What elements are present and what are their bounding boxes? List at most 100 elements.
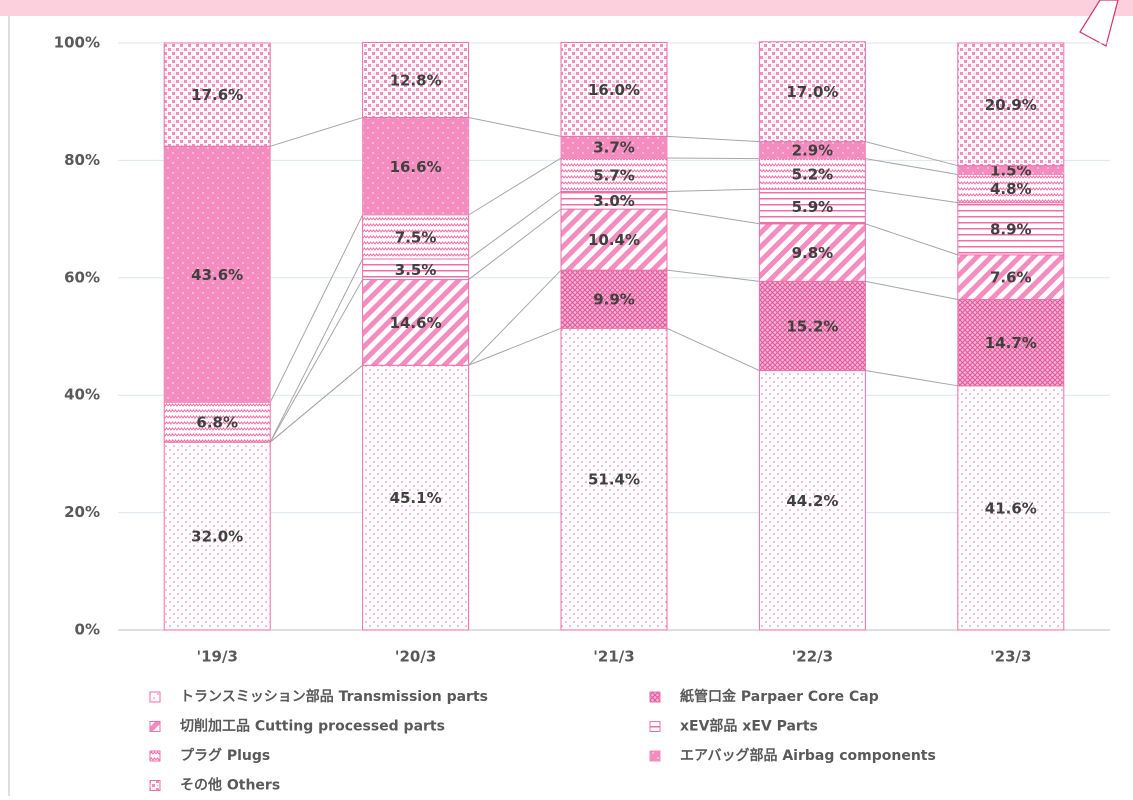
- x-tick-label: '22/3: [792, 648, 833, 666]
- legend-label: トランスミッション部品 Transmission parts: [180, 688, 488, 705]
- y-tick-label: 0%: [75, 621, 100, 639]
- y-tick-label: 60%: [64, 268, 100, 286]
- connector-line: [666, 188, 760, 193]
- value-label: 14.7%: [985, 334, 1037, 352]
- connector-line: [269, 364, 363, 443]
- x-tick-label: '21/3: [593, 648, 634, 666]
- bar-segment: [957, 254, 1065, 301]
- value-label: 43.6%: [191, 266, 243, 284]
- value-label: 4.8%: [990, 180, 1032, 198]
- value-label: 3.7%: [593, 139, 635, 157]
- bar-segment: [560, 269, 668, 329]
- connector-line: [666, 157, 760, 160]
- value-label: 2.9%: [792, 142, 834, 160]
- connector-line: [269, 258, 364, 443]
- arrow-decoration: [1079, 0, 1119, 47]
- bar-segment: [560, 41, 668, 137]
- connector-line: [468, 191, 562, 260]
- bar-segment: [758, 188, 866, 225]
- value-label: 44.2%: [786, 492, 838, 510]
- value-label: 16.0%: [588, 81, 640, 99]
- bar-segment: [362, 364, 470, 631]
- legend-swatch: [649, 750, 661, 762]
- value-label: 3.0%: [593, 192, 635, 210]
- connector-line: [468, 269, 562, 366]
- bar-segment: [362, 117, 470, 216]
- x-tick-label: '19/3: [197, 648, 238, 666]
- connector-line: [270, 117, 363, 147]
- value-label: 51.4%: [588, 471, 640, 489]
- bar-segment: [560, 327, 668, 631]
- value-label: 41.6%: [985, 499, 1037, 517]
- legend-swatch: [149, 750, 161, 762]
- value-label: 15.2%: [786, 317, 838, 335]
- y-tick-label: 20%: [64, 503, 100, 521]
- x-tick-label: '20/3: [395, 648, 436, 666]
- legend-swatch: [149, 780, 161, 791]
- value-label: 5.7%: [593, 166, 635, 184]
- value-label: 8.9%: [990, 220, 1032, 238]
- value-label: 5.9%: [792, 198, 834, 216]
- connector-line: [865, 141, 958, 167]
- connector-line: [865, 280, 958, 301]
- connector-line: [666, 208, 760, 225]
- bar-segment: [758, 158, 866, 190]
- bar-segment: [163, 42, 271, 147]
- legend-swatch: [649, 721, 661, 732]
- value-label: 12.8%: [390, 71, 442, 89]
- value-label: 17.6%: [191, 86, 243, 104]
- connector-line: [666, 269, 760, 282]
- value-label: 6.8%: [196, 414, 238, 432]
- value-label: 9.9%: [593, 291, 635, 309]
- legend-label: 紙管口金 Parpaer Core Cap: [680, 688, 879, 705]
- connector-line: [468, 327, 562, 366]
- legend-swatch: [649, 691, 661, 703]
- connector-line: [865, 188, 958, 204]
- value-label: 3.5%: [395, 261, 437, 279]
- y-tick-label: 80%: [64, 151, 100, 169]
- value-label: 45.1%: [390, 489, 442, 507]
- bar-segment: [957, 299, 1065, 387]
- bar-segment: [957, 173, 1065, 204]
- connector-line: [468, 208, 562, 280]
- connector-line: [468, 157, 562, 216]
- bar-segment: [362, 41, 470, 119]
- legend-swatch: [149, 721, 161, 732]
- bar-segment: [163, 401, 271, 443]
- value-label: 5.2%: [792, 165, 834, 183]
- legend-swatch: [149, 691, 161, 703]
- value-label: 20.9%: [985, 96, 1037, 114]
- value-label: 17.0%: [786, 83, 838, 101]
- bar-segment: [163, 441, 271, 631]
- bar-segment: [163, 145, 271, 403]
- connector-line: [666, 327, 760, 372]
- bar-segment: [560, 157, 668, 193]
- bar-segment: [758, 370, 866, 631]
- value-label: 7.5%: [395, 229, 437, 247]
- bar-segment: [560, 208, 668, 271]
- connector-line: [269, 214, 364, 403]
- connector-line: [865, 370, 958, 387]
- legend-label: プラグ Plugs: [180, 747, 270, 764]
- connector-line: [468, 117, 562, 137]
- legend-label: xEV部品 xEV Parts: [680, 718, 818, 735]
- bar-segment: [758, 280, 866, 372]
- header-band: [0, 0, 1133, 16]
- y-tick-label: 100%: [54, 34, 100, 52]
- value-label: 7.6%: [990, 269, 1032, 287]
- value-label: 14.6%: [390, 314, 442, 332]
- bar-segment: [362, 214, 470, 260]
- bar-segment: [957, 385, 1065, 631]
- value-label: 9.8%: [792, 244, 834, 262]
- value-label: 32.0%: [191, 528, 243, 546]
- connector-line: [269, 279, 364, 443]
- legend-label: その他 Others: [180, 777, 280, 794]
- connector-line: [865, 158, 958, 175]
- connector-line: [666, 135, 760, 143]
- bar-segment: [758, 223, 866, 282]
- y-tick-label: 40%: [64, 386, 100, 404]
- bar-segment: [957, 202, 1065, 256]
- value-label: 10.4%: [588, 231, 640, 249]
